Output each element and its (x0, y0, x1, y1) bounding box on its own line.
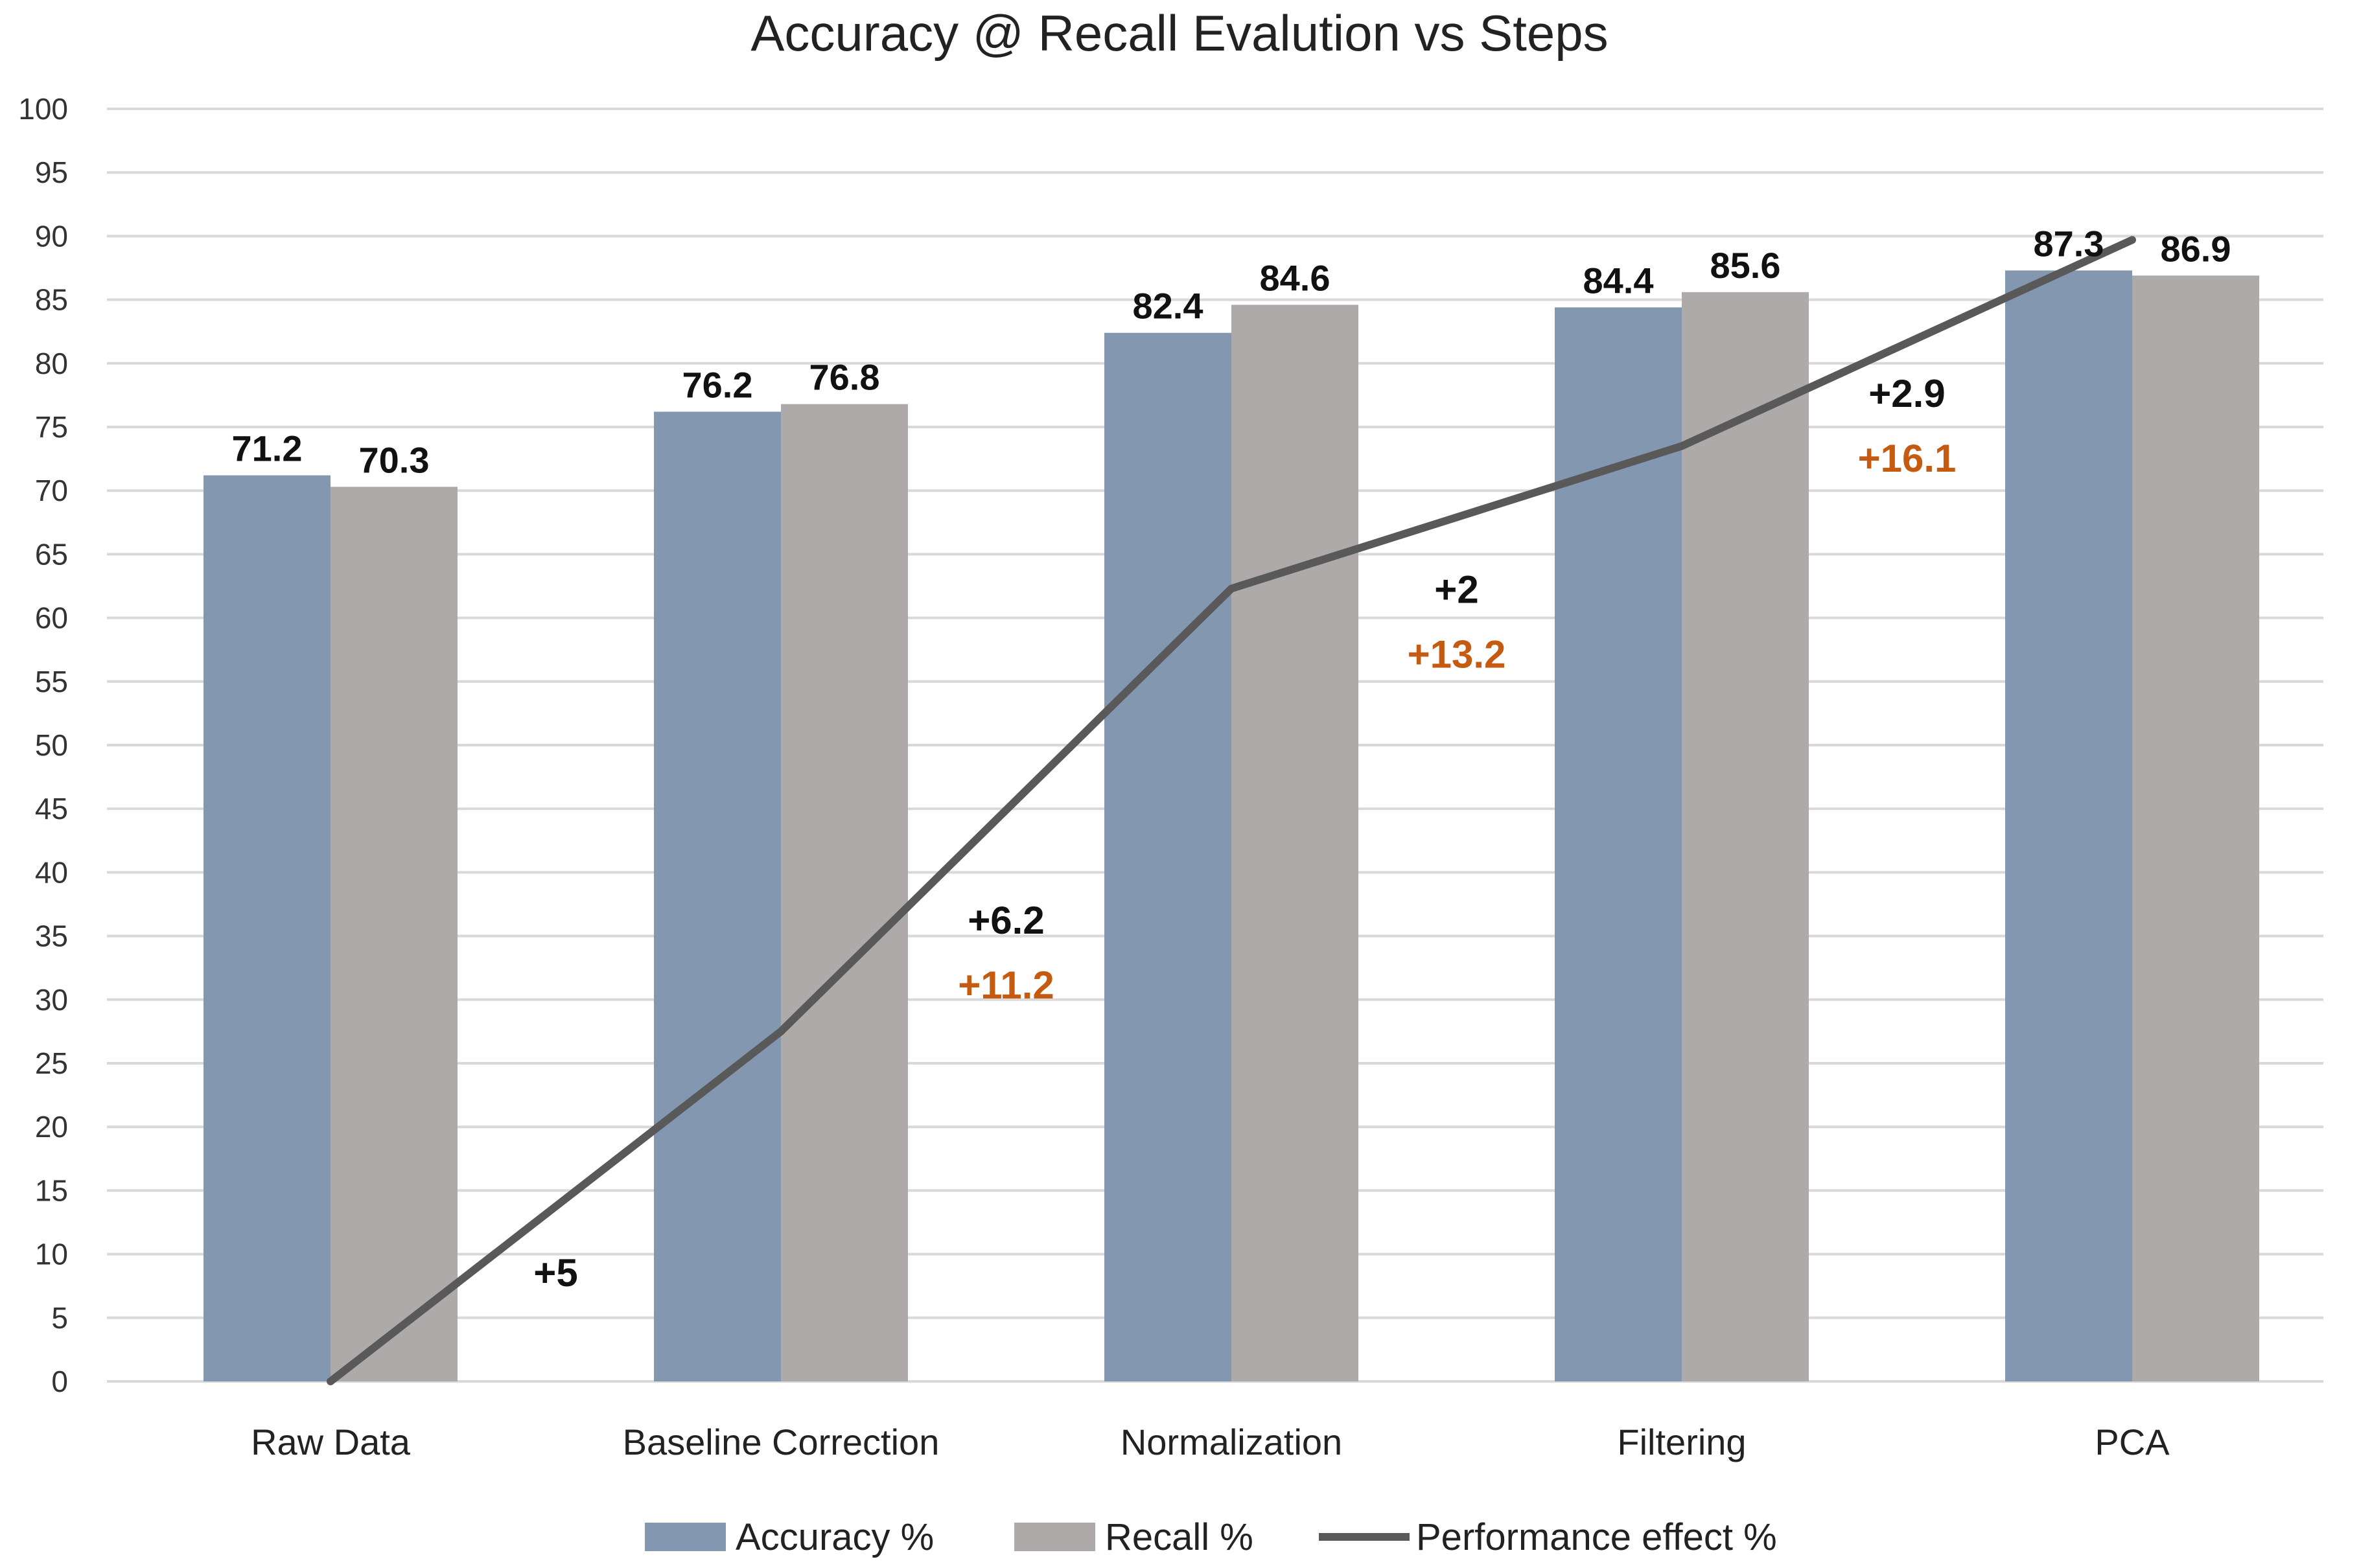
annotation-label: +2.9 (1868, 372, 1945, 415)
data-label: 86.9 (2161, 228, 2231, 269)
y-tick-label: 50 (35, 728, 68, 762)
y-tick-label: 80 (35, 347, 68, 380)
annotation-label: +16.1 (1858, 437, 1957, 480)
data-label: 71.2 (232, 428, 303, 469)
performance-effect-line (327, 236, 2136, 1385)
data-label: 85.6 (1710, 245, 1781, 286)
x-tick-label: Raw Data (251, 1422, 411, 1462)
y-tick-label: 70 (35, 474, 68, 507)
y-axis-ticks: 0 5 10 15 20 25 30 35 40 45 50 55 60 65 70 75 80 85 90 95 10… (18, 92, 68, 1398)
annotations: +5 +6.2 +11.2 +2 +13.2 +2.9 +16.1 (533, 372, 1956, 1295)
annotation-label: +11.2 (958, 963, 1054, 1007)
y-tick-label: 55 (35, 665, 68, 698)
bar-accuracy-1 (654, 411, 781, 1381)
bar-recall-1 (781, 404, 908, 1382)
annotation-label: +5 (533, 1251, 577, 1295)
data-label: 70.3 (359, 439, 430, 480)
y-tick-label: 95 (35, 156, 68, 189)
y-tick-label: 25 (35, 1046, 68, 1080)
y-tick-label: 60 (35, 601, 68, 635)
annotation-label: +6.2 (968, 899, 1044, 942)
data-label: 84.4 (1583, 260, 1654, 301)
legend-swatch-recall (1014, 1523, 1095, 1551)
y-tick-label: 15 (35, 1173, 68, 1207)
bar-accuracy-0 (203, 475, 331, 1381)
x-axis-ticks: Raw Data Baseline Correction Normalization… (251, 1422, 2170, 1462)
y-tick-label: 10 (35, 1238, 68, 1271)
legend-label-performance-effect: Performance effect % (1416, 1516, 1777, 1558)
legend: Accuracy % Recall % Performance effect % (645, 1516, 1777, 1558)
data-label: 84.6 (1260, 257, 1331, 298)
annotation-label: +2 (1434, 568, 1478, 611)
bars (203, 270, 2259, 1382)
legend-label-accuracy: Accuracy % (736, 1516, 934, 1558)
y-tick-label: 75 (35, 410, 68, 444)
y-tick-label: 65 (35, 537, 68, 571)
data-label: 76.2 (682, 364, 753, 405)
y-tick-label: 100 (18, 92, 68, 126)
x-tick-label: PCA (2095, 1422, 2170, 1462)
data-labels: 71.2 70.3 76.2 76.8 82.4 84.6 84.4 85.6 87.3 86.9 (232, 223, 2231, 480)
x-tick-label: Normalization (1121, 1422, 1342, 1462)
y-tick-label: 40 (35, 855, 68, 889)
y-tick-label: 90 (35, 219, 68, 253)
legend-label-recall: Recall % (1105, 1516, 1253, 1558)
bar-accuracy-4 (2005, 270, 2132, 1382)
x-tick-label: Filtering (1617, 1422, 1746, 1462)
y-tick-label: 35 (35, 919, 68, 953)
bar-accuracy-2 (1104, 332, 1231, 1381)
bar-recall-0 (331, 487, 458, 1381)
y-tick-label: 45 (35, 792, 68, 825)
data-label: 76.8 (809, 357, 880, 398)
bar-recall-4 (2132, 275, 2259, 1382)
y-tick-label: 85 (35, 283, 68, 317)
y-tick-label: 30 (35, 983, 68, 1017)
y-tick-label: 20 (35, 1110, 68, 1144)
chart-title: Accuracy @ Recall Evalution vs Steps (750, 5, 1608, 62)
data-label: 82.4 (1133, 286, 1203, 327)
data-label: 87.3 (2034, 223, 2104, 264)
bar-recall-2 (1231, 305, 1358, 1381)
y-tick-label: 5 (51, 1301, 68, 1335)
bar-recall-3 (1682, 292, 1809, 1381)
bar-accuracy-3 (1555, 307, 1682, 1381)
legend-swatch-accuracy (645, 1523, 726, 1551)
x-tick-label: Baseline Correction (623, 1422, 940, 1462)
performance-line (327, 236, 2136, 1385)
annotation-label: +13.2 (1408, 633, 1506, 676)
y-tick-label: 0 (51, 1365, 68, 1398)
